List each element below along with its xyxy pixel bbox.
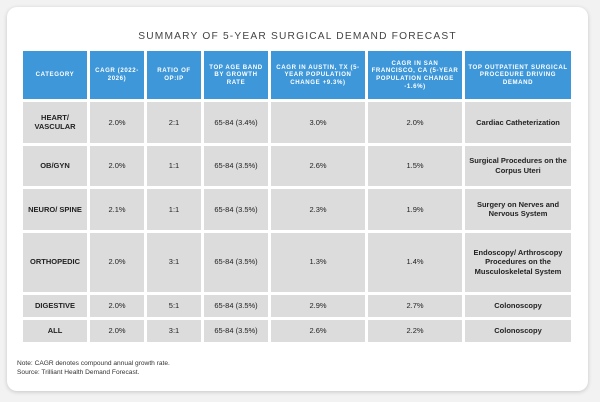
cell-age-band: 65-84 (3.4%) — [204, 102, 268, 143]
cell-procedure: Cardiac Catheterization — [465, 102, 571, 143]
cell-category: ORTHOPEDIC — [23, 232, 87, 292]
cell-san-francisco: 2.0% — [368, 102, 462, 143]
cell-category: HEART/ VASCULAR — [23, 102, 87, 143]
footnote-note: Note: CAGR denotes compound annual growt… — [17, 360, 170, 367]
cell-ratio: 3:1 — [147, 232, 201, 292]
table-row: DIGESTIVE 2.0% 5:1 65-84 (3.5%) 2.9% 2.7… — [23, 294, 571, 317]
table-row: HEART/ VASCULAR 2.0% 2:1 65-84 (3.4%) 3.… — [23, 102, 571, 143]
cell-age-band: 65-84 (3.5%) — [204, 232, 268, 292]
cell-cagr: 2.1% — [90, 189, 144, 230]
cell-austin: 3.0% — [271, 102, 365, 143]
cell-austin: 2.6% — [271, 145, 365, 187]
cell-cagr: 2.0% — [90, 319, 144, 342]
cell-age-band: 65-84 (3.5%) — [204, 319, 268, 342]
cell-san-francisco: 1.5% — [368, 145, 462, 187]
header-austin: CAGR IN AUSTIN, TX (5-YEAR POPULATION CH… — [271, 51, 365, 99]
cell-procedure: Colonoscopy — [465, 319, 571, 342]
cell-age-band: 65-84 (3.5%) — [204, 145, 268, 187]
table-row: ORTHOPEDIC 2.0% 3:1 65-84 (3.5%) 1.3% 1.… — [23, 232, 571, 292]
forecast-card: SUMMARY OF 5-YEAR SURGICAL DEMAND FORECA… — [7, 7, 588, 391]
cell-cagr: 2.0% — [90, 294, 144, 317]
cell-ratio: 3:1 — [147, 319, 201, 342]
header-ratio: RATIO OF OP:IP — [147, 51, 201, 99]
cell-age-band: 65-84 (3.5%) — [204, 189, 268, 230]
cell-san-francisco: 1.4% — [368, 232, 462, 292]
header-top-procedure: TOP OUTPATIENT SURGICAL PROCEDURE DRIVIN… — [465, 51, 571, 99]
cell-ratio: 2:1 — [147, 102, 201, 143]
cell-age-band: 65-84 (3.5%) — [204, 294, 268, 317]
cell-ratio: 1:1 — [147, 189, 201, 230]
cell-san-francisco: 2.7% — [368, 294, 462, 317]
footnote-source: Source: Trilliant Health Demand Forecast… — [17, 369, 140, 377]
table-row: OB/GYN 2.0% 1:1 65-84 (3.5%) 2.6% 1.5% S… — [23, 145, 571, 187]
header-row: CATEGORY CAGR (2022-2026) RATIO OF OP:IP… — [23, 51, 571, 99]
cell-cagr: 2.0% — [90, 145, 144, 187]
footnote: Note: CAGR denotes compound annual growt… — [17, 359, 170, 377]
header-cagr: CAGR (2022-2026) — [90, 51, 144, 99]
header-age-band: TOP AGE BAND BY GROWTH RATE — [204, 51, 268, 99]
cell-austin: 2.6% — [271, 319, 365, 342]
table-row: NEURO/ SPINE 2.1% 1:1 65-84 (3.5%) 2.3% … — [23, 189, 571, 230]
cell-category: ALL — [23, 319, 87, 342]
cell-category: NEURO/ SPINE — [23, 189, 87, 230]
cell-procedure: Endoscopy/ Arthroscopy Procedures on the… — [465, 232, 571, 292]
cell-procedure: Surgery on Nerves and Nervous System — [465, 189, 571, 230]
cell-san-francisco: 2.2% — [368, 319, 462, 342]
cell-procedure: Surgical Procedures on the Corpus Uteri — [465, 145, 571, 187]
forecast-table: CATEGORY CAGR (2022-2026) RATIO OF OP:IP… — [20, 48, 574, 345]
cell-category: OB/GYN — [23, 145, 87, 187]
cell-austin: 2.3% — [271, 189, 365, 230]
cell-ratio: 5:1 — [147, 294, 201, 317]
table-title: SUMMARY OF 5-YEAR SURGICAL DEMAND FORECA… — [138, 31, 457, 42]
table-row: ALL 2.0% 3:1 65-84 (3.5%) 2.6% 2.2% Colo… — [23, 319, 571, 342]
cell-category: DIGESTIVE — [23, 294, 87, 317]
cell-san-francisco: 1.9% — [368, 189, 462, 230]
cell-cagr: 2.0% — [90, 232, 144, 292]
cell-austin: 1.3% — [271, 232, 365, 292]
header-san-francisco: CAGR IN SAN FRANCISCO, CA (5-YEAR POPULA… — [368, 51, 462, 99]
cell-austin: 2.9% — [271, 294, 365, 317]
header-category: CATEGORY — [23, 51, 87, 99]
cell-procedure: Colonoscopy — [465, 294, 571, 317]
cell-ratio: 1:1 — [147, 145, 201, 187]
cell-cagr: 2.0% — [90, 102, 144, 143]
